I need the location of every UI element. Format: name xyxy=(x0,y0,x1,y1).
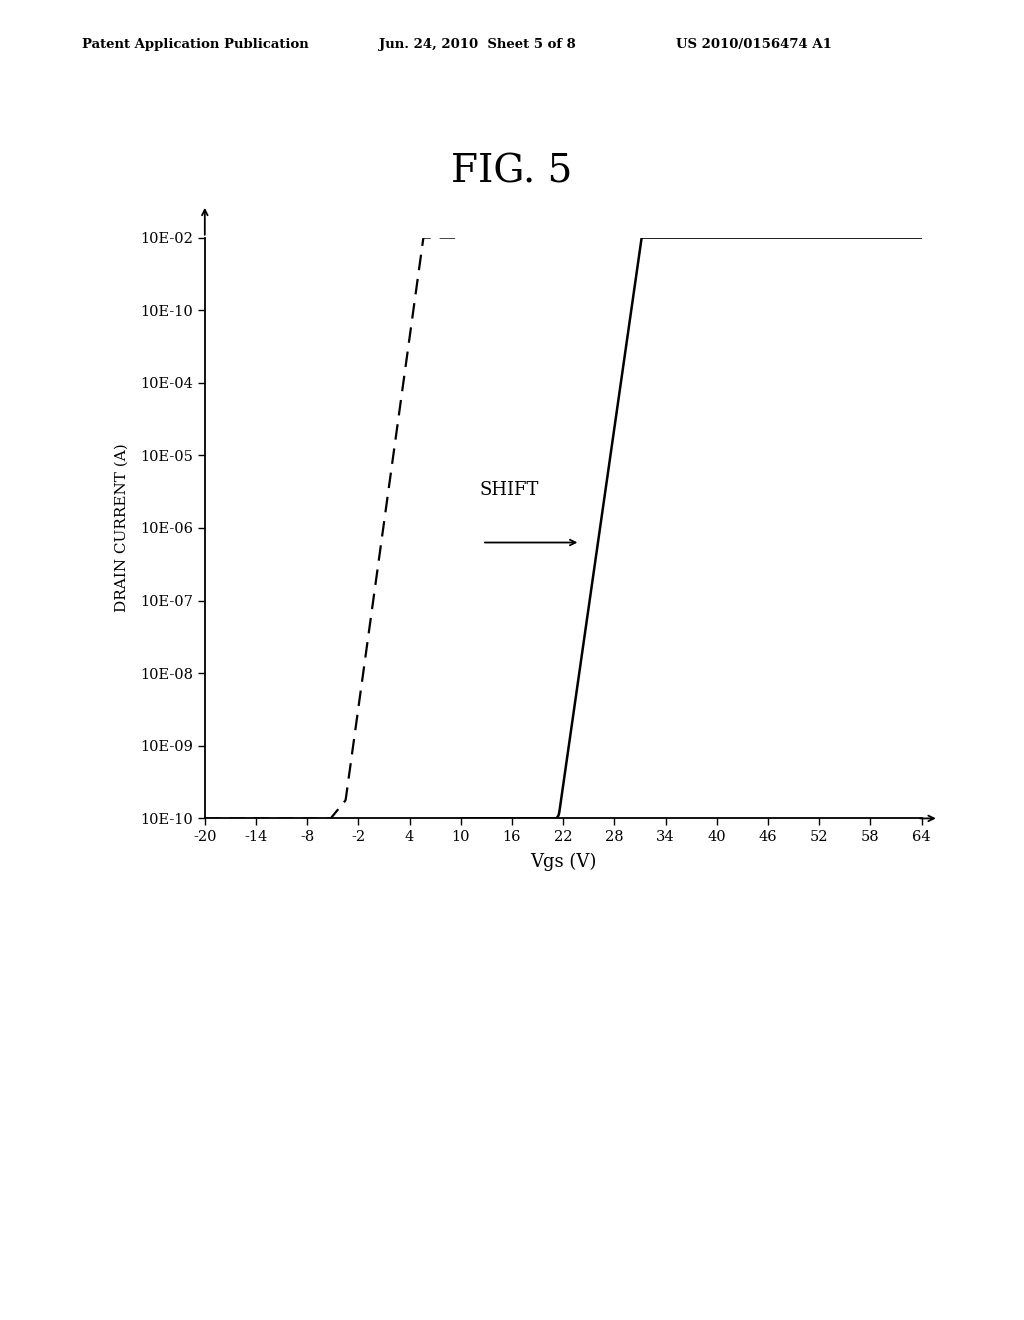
X-axis label: Vgs (V): Vgs (V) xyxy=(530,853,596,871)
Text: Jun. 24, 2010  Sheet 5 of 8: Jun. 24, 2010 Sheet 5 of 8 xyxy=(379,37,575,50)
Text: US 2010/0156474 A1: US 2010/0156474 A1 xyxy=(676,37,831,50)
Text: FIG. 5: FIG. 5 xyxy=(452,153,572,190)
Text: Patent Application Publication: Patent Application Publication xyxy=(82,37,308,50)
Text: SHIFT: SHIFT xyxy=(479,480,539,499)
Y-axis label: DRAIN CURRENT (A): DRAIN CURRENT (A) xyxy=(115,444,129,612)
